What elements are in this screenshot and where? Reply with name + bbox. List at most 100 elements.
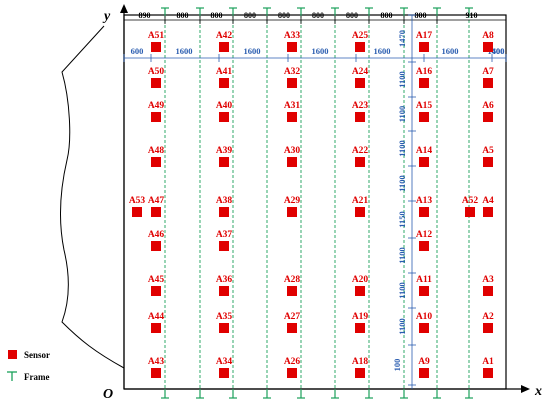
vertical-dimension-label: 1100 (397, 106, 407, 123)
sensor-label: A35 (216, 312, 233, 322)
sensor-marker (483, 42, 493, 52)
sensor-label: A28 (284, 275, 301, 285)
sensor-label: A31 (284, 101, 301, 111)
plan-outline (123, 14, 507, 390)
sensor-label: A37 (216, 230, 233, 240)
sensor-label: A33 (284, 31, 301, 41)
top-dimension-label: 800 (381, 11, 393, 20)
sensor-marker (419, 112, 429, 122)
sensor-marker (483, 323, 493, 333)
sensor-label: A45 (148, 275, 165, 285)
sensor-label: A9 (418, 357, 430, 367)
sensor-marker (219, 368, 229, 378)
vertical-dimension-label: 1100 (397, 318, 407, 335)
sensor-label: A14 (416, 146, 433, 156)
sensor-marker (419, 241, 429, 251)
top-dimension-row: 890 800 800 800 800 800 800 800 800 910 (123, 11, 507, 24)
frame-lines (161, 7, 473, 399)
sensor-marker (355, 286, 365, 296)
vertical-dimension-label: 1100 (397, 282, 407, 299)
sensor-label: A5 (482, 146, 494, 156)
origin-label: O (103, 387, 113, 402)
sensor-label: A44 (148, 312, 165, 322)
sensor-label: A26 (284, 357, 301, 367)
sensor-marker (151, 42, 161, 52)
sensor-marker (219, 207, 229, 217)
sensor-label: A52 (462, 196, 479, 206)
vertical-dimension-label: 100 (392, 359, 402, 372)
sensor-marker (483, 112, 493, 122)
sensor-marker (151, 207, 161, 217)
sensor-label: A7 (482, 67, 494, 77)
top-dimension-label: 800 (346, 11, 358, 20)
sensor-label: A11 (416, 275, 432, 285)
sensor-marker (419, 286, 429, 296)
sensor-marker (287, 368, 297, 378)
sensor-marker (419, 368, 429, 378)
horizontal-dimension-label: 1600 (374, 46, 391, 56)
horizontal-dimension-label: 1600 (442, 46, 459, 56)
sensor-label: A34 (216, 357, 233, 367)
sensor-label: A2 (482, 312, 494, 322)
sensor-label: A38 (216, 196, 233, 206)
y-axis-label: y (102, 9, 111, 24)
sensor-label: A50 (148, 67, 165, 77)
top-dimension-label: 910 (466, 11, 478, 20)
top-dimension-label: 800 (177, 11, 189, 20)
sensor-marker (419, 323, 429, 333)
vertical-dimension-label: 1150 (397, 211, 407, 228)
curved-boundary (59, 25, 125, 369)
sensor-marker (219, 241, 229, 251)
vertical-dimension-label: 1100 (397, 247, 407, 264)
sensor-marker (483, 78, 493, 88)
legend: Sensor Frame (7, 350, 50, 382)
sensor-grid: A51 A50 A49 A48 A47 A46 A45 A44 A43 A42 A41 A40 A39 A… (129, 31, 494, 378)
sensor-marker (287, 323, 297, 333)
sensor-marker (483, 368, 493, 378)
vertical-dimension-column: 1470 1100 1100 1100 1100 1150 1100 1100 1100 100 (392, 14, 416, 389)
sensor-label: A40 (216, 101, 233, 111)
sensor-marker (219, 112, 229, 122)
sensor-label: A41 (216, 67, 233, 77)
sensor-label: A43 (148, 357, 165, 367)
sensor-marker (483, 207, 493, 217)
sensor-marker (287, 207, 297, 217)
legend-frame-label: Frame (24, 372, 49, 382)
sensor-marker (287, 112, 297, 122)
sensor-marker (287, 286, 297, 296)
sensor-marker (151, 241, 161, 251)
sensor-label: A47 (148, 196, 165, 206)
sensor-label: A49 (148, 101, 165, 111)
sensor-label: A1 (482, 357, 494, 367)
horizontal-dimension-label: 400 (492, 46, 505, 56)
sensor-label: A53 (129, 196, 146, 206)
sensor-marker (151, 78, 161, 88)
sensor-label: A4 (482, 196, 494, 206)
sensor-label: A21 (352, 196, 369, 206)
sensor-label: A3 (482, 275, 494, 285)
x-axis-arrow (521, 385, 530, 393)
sensor-marker (151, 323, 161, 333)
sensor-marker (219, 157, 229, 167)
horizontal-dimension-label: 1600 (312, 46, 329, 56)
top-dimension-label: 800 (211, 11, 223, 20)
sensor-marker (151, 368, 161, 378)
sensor-marker (151, 157, 161, 167)
sensor-label: A12 (416, 230, 433, 240)
sensor-label: A36 (216, 275, 233, 285)
sensor-label: A16 (416, 67, 433, 77)
sensor-label: A8 (482, 31, 494, 41)
sensor-label: A46 (148, 230, 165, 240)
sensor-marker (219, 286, 229, 296)
top-dimension-label: 800 (278, 11, 290, 20)
x-axis-label: x (534, 384, 542, 399)
sensor-label: A19 (352, 312, 369, 322)
sensor-label: A32 (284, 67, 301, 77)
vertical-dimension-label: 1100 (397, 140, 407, 157)
top-dimension-label: 800 (244, 11, 256, 20)
sensor-marker (483, 157, 493, 167)
sensor-marker (287, 157, 297, 167)
top-dimension-label: 800 (312, 11, 324, 20)
sensor-label: A42 (216, 31, 233, 41)
